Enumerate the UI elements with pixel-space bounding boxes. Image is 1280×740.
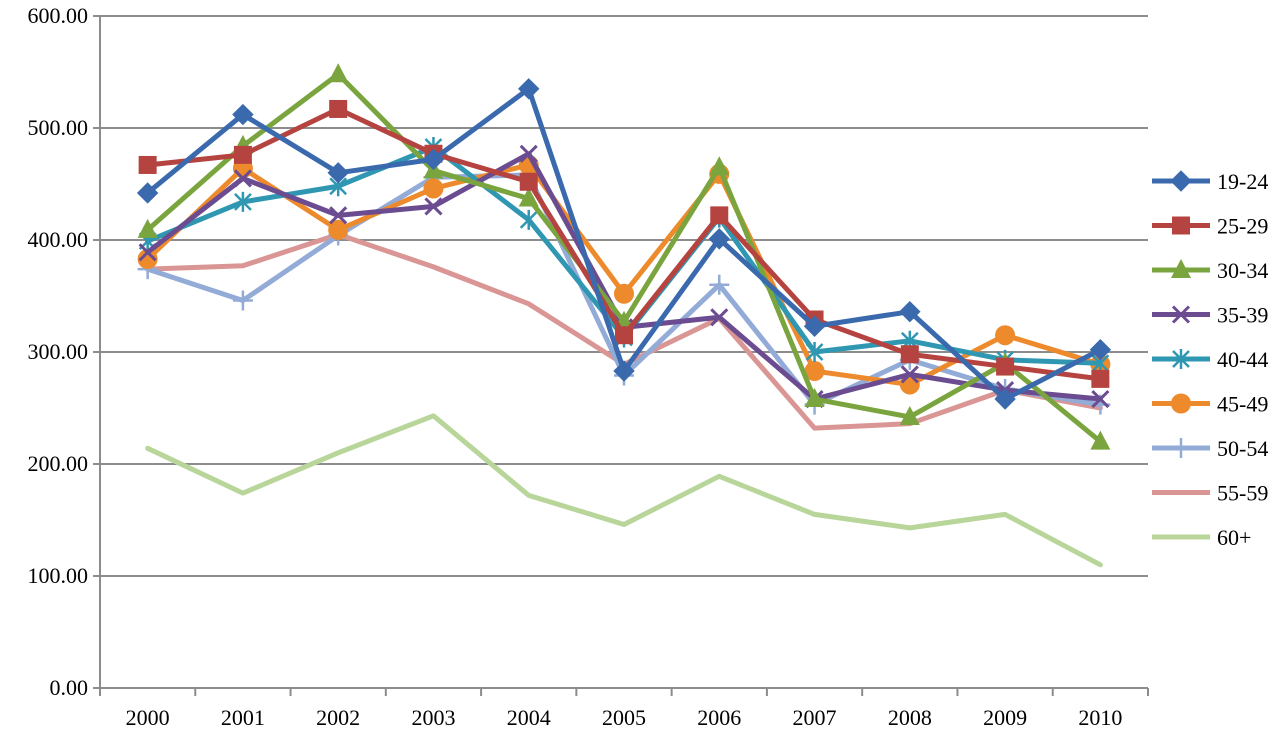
data-point-marker bbox=[327, 162, 349, 184]
data-point-marker bbox=[995, 325, 1016, 346]
legend-label: 25-29 bbox=[1217, 214, 1268, 239]
legend-label: 30-34 bbox=[1217, 258, 1268, 283]
x-tick-label: 2001 bbox=[221, 705, 265, 730]
data-point-marker bbox=[424, 197, 443, 216]
data-point-marker bbox=[1171, 393, 1191, 414]
x-tick-label: 2006 bbox=[697, 705, 741, 730]
legend-label: 60+ bbox=[1217, 525, 1251, 550]
legend-label: 40-44 bbox=[1217, 347, 1268, 372]
x-tick-label: 2003 bbox=[411, 705, 455, 730]
data-point-marker bbox=[518, 187, 539, 207]
y-tick-label: 0.00 bbox=[50, 675, 89, 700]
data-point-marker bbox=[708, 228, 730, 250]
data-point-marker bbox=[710, 206, 729, 225]
data-point-marker bbox=[138, 155, 157, 174]
series-60+ bbox=[145, 413, 1103, 568]
data-point-marker bbox=[994, 388, 1016, 410]
data-point-marker bbox=[614, 283, 634, 304]
x-tick-label: 2004 bbox=[507, 705, 551, 730]
data-point-marker bbox=[233, 169, 252, 188]
data-point-marker bbox=[900, 365, 919, 384]
series-lines bbox=[136, 63, 1112, 568]
data-point-marker bbox=[900, 345, 919, 364]
data-point-marker bbox=[328, 63, 349, 83]
data-point-marker bbox=[518, 78, 540, 100]
data-point-marker bbox=[329, 99, 348, 118]
data-point-marker bbox=[710, 308, 729, 327]
data-point-marker bbox=[136, 182, 159, 204]
data-point-marker bbox=[422, 148, 445, 171]
y-tick-label: 200.00 bbox=[28, 451, 89, 476]
legend-label: 45-49 bbox=[1217, 392, 1268, 417]
data-point-marker bbox=[1170, 170, 1192, 192]
data-point-marker bbox=[1171, 305, 1191, 324]
legend-item-35-39: 35-39 bbox=[1152, 303, 1268, 328]
data-point-marker bbox=[996, 357, 1015, 376]
data-point-marker bbox=[803, 315, 826, 337]
x-tick-label: 2002 bbox=[316, 705, 360, 730]
gridlines bbox=[100, 15, 1148, 577]
data-point-marker bbox=[328, 219, 349, 240]
data-point-marker bbox=[138, 243, 157, 262]
data-point-marker bbox=[899, 300, 921, 323]
data-point-marker bbox=[519, 209, 538, 230]
data-point-marker bbox=[1089, 339, 1112, 361]
x-tick-label: 2009 bbox=[983, 705, 1027, 730]
data-point-marker bbox=[234, 191, 252, 212]
data-point-marker bbox=[137, 249, 158, 270]
series-30-34 bbox=[137, 63, 1111, 450]
data-point-marker bbox=[1171, 259, 1191, 278]
x-tick-label: 2010 bbox=[1078, 705, 1122, 730]
data-point-marker bbox=[613, 360, 635, 382]
data-point-marker bbox=[1172, 216, 1190, 235]
legend-label: 35-39 bbox=[1217, 303, 1268, 328]
data-point-marker bbox=[233, 145, 252, 164]
legend-item-25-29: 25-29 bbox=[1152, 214, 1268, 239]
legend-label: 50-54 bbox=[1217, 436, 1268, 461]
legend: 19-24 25-29 30-34 35-39 40-44 45-49 50-54 55-59… bbox=[1152, 169, 1268, 550]
legend-item-30-34: 30-34 bbox=[1152, 258, 1268, 283]
data-point-marker bbox=[232, 103, 254, 126]
data-point-marker bbox=[615, 326, 633, 345]
legend-item-50-54: 50-54 bbox=[1152, 436, 1268, 461]
data-point-marker bbox=[804, 388, 825, 408]
legend-label: 19-24 bbox=[1217, 169, 1268, 194]
data-point-marker bbox=[137, 218, 158, 238]
series-line bbox=[145, 413, 1103, 568]
legend-item-60+: 60+ bbox=[1152, 525, 1251, 550]
data-point-marker bbox=[1172, 349, 1190, 369]
data-point-marker bbox=[1091, 369, 1110, 388]
x-tick-label: 2008 bbox=[888, 705, 932, 730]
data-point-marker bbox=[329, 206, 348, 225]
x-tick-label: 2007 bbox=[793, 705, 837, 730]
data-point-marker bbox=[423, 178, 444, 199]
y-tick-label: 500.00 bbox=[28, 115, 89, 140]
legend-item-45-49: 45-49 bbox=[1152, 392, 1268, 417]
legend-item-40-44: 40-44 bbox=[1152, 347, 1268, 372]
data-point-marker bbox=[1171, 438, 1191, 458]
data-point-marker bbox=[709, 274, 730, 295]
data-point-marker bbox=[1090, 430, 1111, 450]
data-point-marker bbox=[709, 156, 730, 176]
x-tick-label: 2000 bbox=[126, 705, 170, 730]
y-tick-label: 100.00 bbox=[28, 563, 89, 588]
data-point-marker bbox=[1091, 389, 1110, 409]
legend-label: 55-59 bbox=[1217, 481, 1268, 506]
data-point-marker bbox=[804, 361, 825, 382]
y-tick-label: 400.00 bbox=[28, 227, 89, 252]
data-point-marker bbox=[232, 290, 253, 311]
data-point-marker bbox=[519, 144, 538, 163]
data-point-marker bbox=[899, 405, 920, 425]
legend-item-19-24: 19-24 bbox=[1152, 169, 1268, 194]
legend-item-55-59: 55-59 bbox=[1152, 481, 1268, 506]
axes: 0.00 100.00 200.00 300.00 400.00 500.00 600.00… bbox=[28, 3, 1149, 730]
y-tick-label: 300.00 bbox=[28, 339, 89, 364]
y-tick-label: 600.00 bbox=[28, 3, 89, 28]
data-point-marker bbox=[519, 172, 538, 191]
x-tick-label: 2005 bbox=[602, 705, 646, 730]
data-point-marker bbox=[805, 342, 824, 362]
series-19-24 bbox=[136, 78, 1112, 410]
